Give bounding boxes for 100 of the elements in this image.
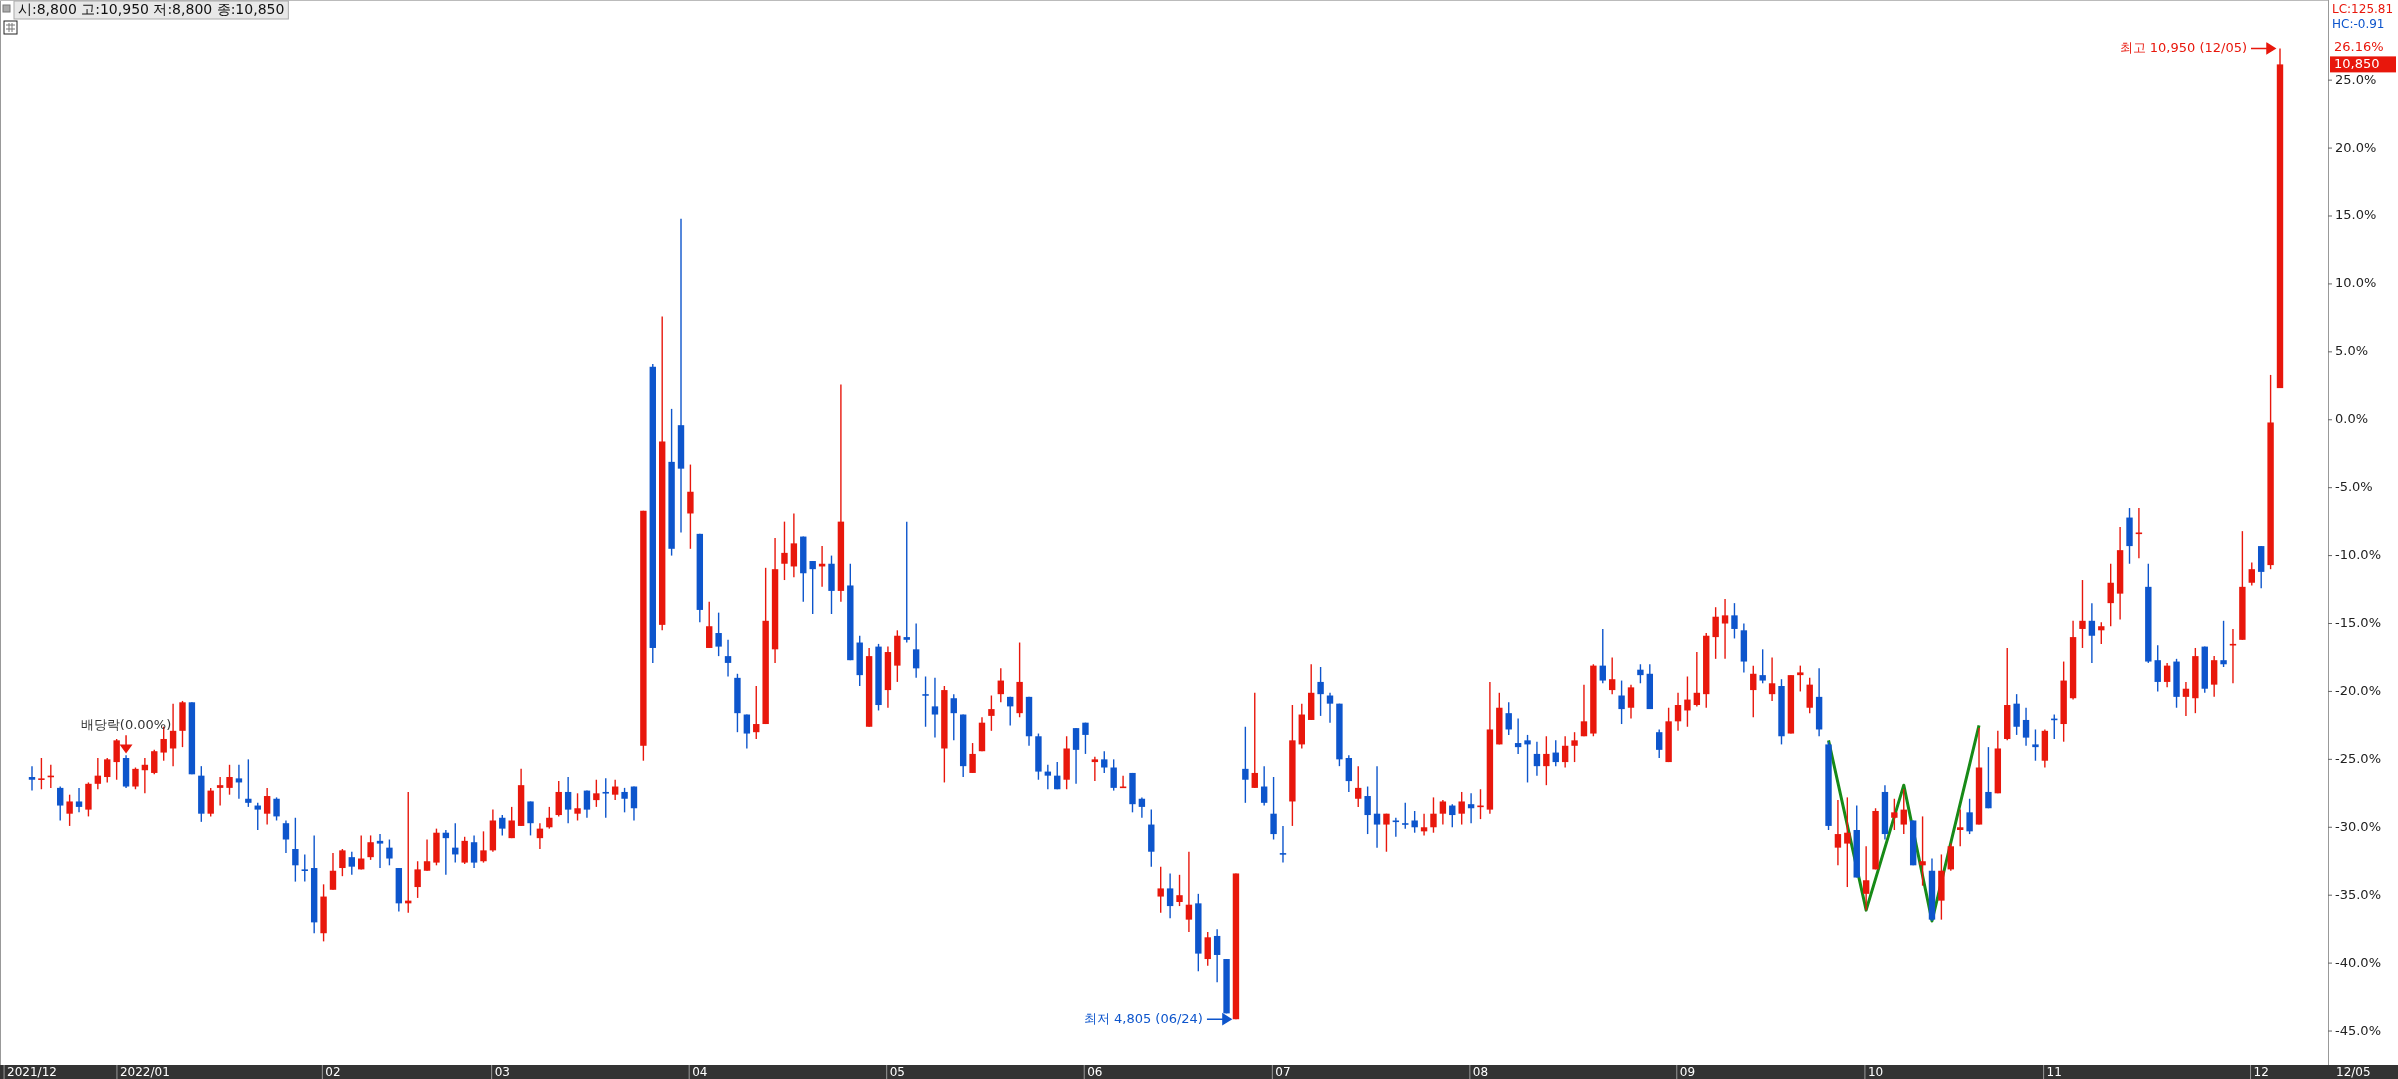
candlestick	[151, 749, 158, 775]
candlestick	[480, 830, 487, 864]
candlestick	[2107, 563, 2114, 627]
candlestick	[1768, 656, 1776, 702]
x-tick-label: 2022/01	[119, 1064, 170, 1079]
y-tick-label: -35.0%	[2335, 886, 2381, 902]
candlestick	[348, 851, 355, 876]
candlestick	[2220, 620, 2227, 668]
y-tick-label: 20.0%	[2335, 139, 2377, 155]
candlestick	[1750, 664, 1757, 718]
candlestick	[1571, 731, 1578, 763]
candlestick	[2088, 602, 2096, 664]
candlestick	[790, 512, 798, 579]
x-tick-label: 10	[1867, 1064, 1884, 1079]
candlestick	[2182, 681, 2190, 717]
candlestick	[104, 757, 111, 784]
candlestick	[997, 667, 1004, 703]
candlestick	[1891, 798, 1898, 831]
candlestick	[546, 806, 553, 830]
candlestick	[339, 848, 346, 877]
x-tick-label: 06	[1087, 1064, 1103, 1079]
y-tick-label: -5.0%	[2335, 479, 2373, 495]
candlestick	[1072, 727, 1080, 785]
candlestick	[1514, 717, 1522, 755]
text: LC:125.81	[2332, 1, 2394, 16]
y-tick-label: 0.0%	[2335, 411, 2369, 427]
candlestick	[1561, 735, 1569, 769]
text: 26.16%	[2334, 38, 2384, 54]
candlestick	[1420, 812, 1428, 837]
candlestick	[564, 776, 572, 824]
candlestick	[753, 685, 760, 740]
candlestick	[132, 766, 139, 790]
candlestick	[1138, 796, 1146, 819]
candlestick	[969, 742, 976, 774]
y-tick-label: -20.0%	[2335, 682, 2381, 698]
candlestick	[1543, 735, 1550, 786]
candlestick	[461, 836, 468, 865]
candlestick	[1721, 598, 1729, 660]
candlestick	[931, 677, 939, 739]
candlestick	[1919, 815, 1926, 887]
candlestick	[423, 838, 431, 872]
candlestick	[1806, 677, 1813, 714]
candlestick	[630, 785, 638, 822]
candlestick	[912, 622, 920, 679]
candlestick	[508, 806, 515, 839]
candlestick	[1213, 928, 1221, 983]
candlestick	[1439, 799, 1447, 826]
candlestick	[376, 833, 384, 869]
candlestick	[1524, 734, 1531, 784]
candlestick	[1054, 761, 1061, 790]
candlestick	[1101, 750, 1108, 774]
candlestick	[715, 611, 722, 657]
candlestick	[1242, 726, 1249, 804]
candlestick	[282, 819, 290, 854]
candlestick	[1091, 755, 1099, 782]
y-tick-label: 10.0%	[2335, 275, 2377, 291]
annotation: 최저 4,805 (06/24)	[1083, 1010, 1203, 1026]
candlestick	[1656, 728, 1663, 759]
text: HC:-0.91	[2332, 16, 2385, 31]
candlestick	[1430, 796, 1437, 834]
candlestick	[903, 520, 910, 644]
candlestick	[611, 779, 619, 801]
x-tick-label: 07	[1275, 1064, 1291, 1079]
candlestick	[950, 693, 957, 742]
candlestick	[273, 796, 280, 822]
candlestick	[1110, 758, 1117, 792]
candlestick	[1627, 683, 1635, 720]
x-tick-label: 02	[325, 1064, 341, 1079]
candlestick	[1373, 765, 1381, 849]
candlestick	[216, 776, 224, 807]
candlestick	[1082, 721, 1089, 755]
candlestick	[226, 764, 233, 796]
candlestick	[574, 792, 581, 822]
candlestick	[555, 780, 562, 818]
candlestick	[1618, 679, 1625, 725]
y-tick-label: -25.0%	[2335, 750, 2381, 766]
candlestick	[1684, 675, 1691, 728]
candlestick	[1947, 842, 1954, 872]
candlestick	[527, 800, 534, 837]
x-tick-label: 11	[2046, 1064, 2062, 1079]
candlestick	[687, 463, 694, 550]
candlestick	[1957, 808, 1964, 847]
x-tick-label: 04	[692, 1064, 708, 1079]
candlestick	[367, 834, 374, 861]
candlestick	[1044, 764, 1052, 790]
candlestick	[94, 757, 102, 790]
candlestick	[1402, 802, 1409, 830]
y-tick-label: -15.0%	[2335, 615, 2381, 631]
candlestick	[38, 757, 45, 790]
candlestick	[113, 738, 120, 781]
candlestick	[1966, 798, 1973, 835]
annotation: 최고 10,950 (12/05)	[2119, 40, 2247, 55]
candlestick	[1317, 666, 1324, 717]
candlestick	[781, 520, 788, 581]
candlestick	[1693, 651, 1701, 708]
candlestick	[1862, 845, 1870, 911]
candlestick	[470, 834, 478, 869]
candlestick	[245, 758, 252, 808]
candlestick	[1326, 692, 1334, 724]
candlestick	[1458, 791, 1465, 826]
